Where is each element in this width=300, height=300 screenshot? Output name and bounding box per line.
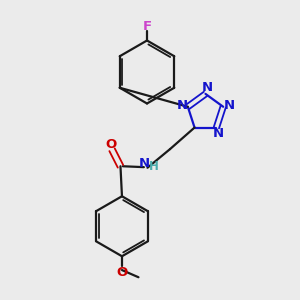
Text: N: N [224, 99, 236, 112]
Text: N: N [177, 99, 188, 112]
Text: N: N [201, 81, 213, 94]
Text: F: F [142, 20, 152, 34]
Text: O: O [105, 138, 116, 151]
Text: N: N [139, 157, 150, 170]
Text: N: N [212, 127, 224, 140]
Text: H: H [149, 160, 159, 173]
Text: O: O [116, 266, 128, 279]
